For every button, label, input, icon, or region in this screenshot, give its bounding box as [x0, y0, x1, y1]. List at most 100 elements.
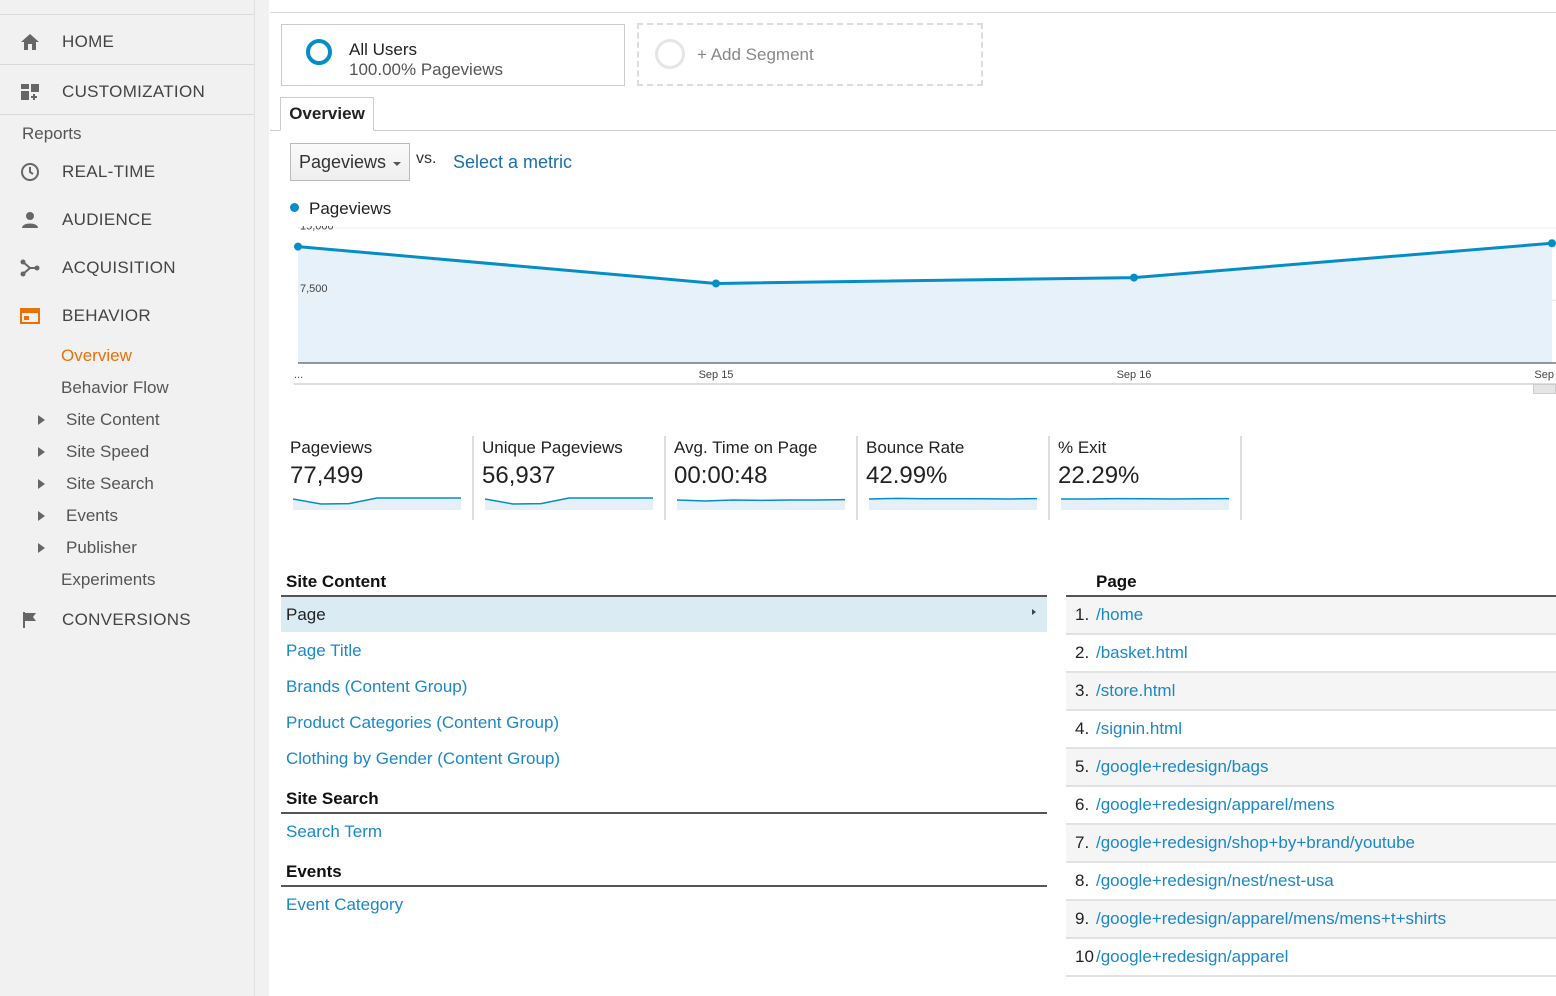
empty-segment-ring-icon	[655, 39, 685, 69]
row-rank: 3.	[1075, 681, 1090, 700]
row-rank: 10	[1075, 947, 1094, 966]
stat-avg-time-on-page[interactable]: Avg. Time on Page 00:00:48	[674, 436, 858, 520]
dimension-page-selected[interactable]: Page	[281, 597, 1047, 632]
section-divider	[281, 595, 1047, 597]
sparkline-line	[293, 497, 461, 505]
table-row: 5. /google+redesign/bags	[1066, 749, 1556, 787]
stat-value: 00:00:48	[674, 462, 768, 489]
dimension-page-title[interactable]: Page Title	[286, 641, 362, 660]
table-row: 10/google+redesign/apparel	[1066, 939, 1556, 977]
sidebar-item-site-content[interactable]: Site Content	[66, 410, 160, 429]
stat-pageviews[interactable]: Pageviews 77,499	[290, 436, 474, 520]
table-row: 8. /google+redesign/nest/nest-usa	[1066, 863, 1556, 901]
table-row: 3. /store.html	[1066, 673, 1556, 711]
chart-range-track[interactable]	[294, 383, 1556, 385]
nav-audience[interactable]: AUDIENCE	[0, 200, 254, 240]
row-rank: 1.	[1075, 605, 1090, 624]
sparkline-area	[293, 498, 461, 510]
nav-acquisition-label: ACQUISITION	[62, 258, 176, 277]
table-row: 7. /google+redesign/shop+by+brand/youtube	[1066, 825, 1556, 863]
stat-label: % Exit	[1058, 438, 1107, 457]
x-tick-label: Sep 15	[699, 369, 734, 381]
row-rank: 9.	[1075, 909, 1090, 928]
sidebar-item-experiments[interactable]: Experiments	[61, 570, 156, 589]
page-url-link[interactable]: /store.html	[1096, 681, 1176, 700]
y-tick-label: 7,500	[300, 283, 328, 295]
sidebar-item-events[interactable]: Events	[66, 506, 118, 525]
home-icon	[21, 34, 39, 50]
page-url-link[interactable]: /google+redesign/shop+by+brand/youtube	[1096, 833, 1416, 852]
dimension-clothing-by-gender[interactable]: Clothing by Gender (Content Group)	[286, 749, 561, 768]
flag-icon	[23, 612, 36, 628]
page-url-link[interactable]: /google+redesign/apparel/mens	[1096, 795, 1335, 814]
sidebar: HOME CUSTOMIZATION Reports REAL-TIME AUD…	[0, 0, 255, 996]
page-url-link[interactable]: /basket.html	[1096, 643, 1188, 662]
x-tick-label: Sep 16	[1117, 369, 1152, 381]
dimension-brands[interactable]: Brands (Content Group)	[286, 677, 468, 696]
add-segment-button[interactable]: + Add Segment	[637, 23, 983, 86]
chart-legend: Pageviews	[290, 199, 391, 219]
sidebar-item-publisher[interactable]: Publisher	[66, 538, 137, 557]
row-rank: 7.	[1075, 833, 1090, 852]
segment-ring-icon	[306, 39, 332, 65]
stat-label: Pageviews	[290, 438, 373, 457]
dimension-product-categories[interactable]: Product Categories (Content Group)	[286, 713, 560, 732]
nav-conversions-label: CONVERSIONS	[62, 610, 191, 629]
legend-dot-icon	[290, 203, 299, 213]
sidebar-item-site-search[interactable]: Site Search	[66, 474, 154, 493]
expand-triangle-icon[interactable]	[38, 543, 45, 553]
reports-heading: Reports	[22, 124, 82, 143]
chevron-down-icon	[393, 162, 401, 166]
window-icon	[20, 308, 40, 324]
table-row: 1. /home	[1066, 597, 1556, 635]
expand-triangle-icon[interactable]	[38, 415, 45, 425]
nav-home[interactable]: HOME	[0, 22, 254, 62]
data-point	[1130, 273, 1138, 282]
page-url-link[interactable]: /home	[1096, 605, 1144, 624]
chart-range-handle[interactable]	[1533, 384, 1556, 394]
person-icon	[22, 212, 38, 228]
stat-exit[interactable]: % Exit 22.29%	[1058, 436, 1242, 520]
y-tick-label: 15,000	[300, 226, 334, 232]
dimension-event-category[interactable]: Event Category	[286, 895, 404, 914]
nav-customization[interactable]: CUSTOMIZATION	[0, 72, 254, 112]
page-url-link[interactable]: /google+redesign/apparel	[1096, 947, 1289, 966]
expand-triangle-icon[interactable]	[38, 511, 45, 521]
nav-home-label: HOME	[62, 32, 115, 51]
sparkline-line	[869, 497, 1037, 500]
sparkline-area	[485, 498, 653, 510]
expand-triangle-icon[interactable]	[38, 447, 45, 457]
site-search-heading: Site Search	[286, 789, 379, 808]
branch-icon	[20, 259, 40, 277]
section-divider	[281, 885, 1047, 887]
nav-conversions[interactable]: CONVERSIONS	[0, 600, 254, 640]
nav-acquisition[interactable]: ACQUISITION	[0, 248, 254, 288]
row-rank: 8.	[1075, 871, 1090, 890]
sparkline-area	[1061, 498, 1229, 510]
nav-real-time[interactable]: REAL-TIME	[0, 152, 254, 192]
sidebar-item-site-speed[interactable]: Site Speed	[66, 442, 150, 461]
sparkline	[1061, 497, 1229, 510]
sparkline	[869, 497, 1037, 510]
x-tick-label: Sep	[1534, 369, 1554, 381]
sidebar-item-overview[interactable]: Overview	[61, 346, 132, 365]
tab-overview[interactable]: Overview	[280, 97, 374, 131]
dimension-search-term[interactable]: Search Term	[286, 822, 383, 841]
nav-behavior[interactable]: BEHAVIOR	[0, 296, 254, 336]
sidebar-item-behavior-flow[interactable]: Behavior Flow	[61, 378, 169, 397]
stat-bounce-rate[interactable]: Bounce Rate 42.99%	[866, 436, 1050, 520]
segment-all-users[interactable]: All Users 100.00% Pageviews	[281, 24, 625, 86]
metric-dropdown[interactable]: Pageviews	[290, 143, 410, 181]
dimension-label: Page	[286, 605, 326, 624]
stat-unique-pageviews[interactable]: Unique Pageviews 56,937	[482, 436, 666, 520]
page-url-link[interactable]: /google+redesign/apparel/mens/mens+t+shi…	[1096, 909, 1447, 928]
vs-label: vs.	[416, 150, 437, 167]
row-rank: 5.	[1075, 757, 1090, 776]
expand-triangle-icon[interactable]	[38, 479, 45, 489]
page-url-link[interactable]: /google+redesign/nest/nest-usa	[1096, 871, 1334, 890]
page-url-link[interactable]: /google+redesign/bags	[1096, 757, 1269, 776]
sidebar-gutter	[255, 0, 269, 996]
stat-value: 56,937	[482, 462, 556, 489]
page-url-link[interactable]: /signin.html	[1096, 719, 1182, 738]
select-metric-link[interactable]: Select a metric	[453, 152, 573, 172]
